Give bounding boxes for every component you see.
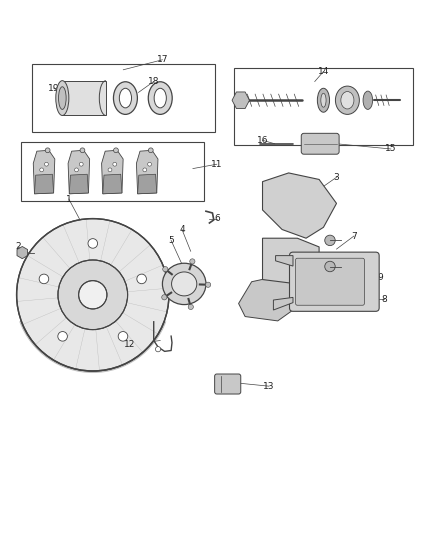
FancyBboxPatch shape [290,252,379,311]
Polygon shape [69,174,88,194]
Polygon shape [33,150,55,194]
Text: 1: 1 [66,195,72,204]
Ellipse shape [162,263,206,304]
Bar [32,64,215,132]
Ellipse shape [154,88,166,108]
Circle shape [137,274,146,284]
Circle shape [45,163,48,166]
Circle shape [113,148,118,152]
Circle shape [190,259,195,264]
Text: 13: 13 [263,382,275,391]
Text: 19: 19 [48,84,60,93]
Text: 7: 7 [351,231,357,240]
Polygon shape [17,246,28,259]
Ellipse shape [318,88,329,112]
Text: 18: 18 [148,77,159,86]
Polygon shape [62,80,106,116]
Polygon shape [35,174,53,194]
Ellipse shape [113,82,138,115]
Ellipse shape [56,80,69,116]
Circle shape [162,266,168,272]
FancyBboxPatch shape [301,133,339,154]
Bar [21,142,204,201]
Circle shape [80,148,85,152]
Circle shape [143,168,147,172]
Circle shape [162,295,167,300]
Circle shape [118,332,128,341]
Polygon shape [276,256,293,266]
FancyBboxPatch shape [296,258,364,305]
Ellipse shape [119,88,131,108]
Polygon shape [232,92,250,109]
Text: 14: 14 [318,67,329,76]
Circle shape [148,163,152,166]
Circle shape [74,168,78,172]
Circle shape [58,260,127,329]
Circle shape [58,332,67,341]
Text: 10: 10 [265,295,277,304]
Text: 9: 9 [377,273,383,282]
Bar [234,68,413,144]
Text: 17: 17 [157,55,168,64]
Circle shape [79,281,107,309]
Circle shape [40,168,43,172]
Ellipse shape [341,92,354,109]
Circle shape [88,239,98,248]
Ellipse shape [336,86,359,115]
Text: 5: 5 [168,236,174,245]
Text: 6: 6 [214,214,220,223]
Polygon shape [138,174,157,194]
Ellipse shape [59,87,66,109]
Circle shape [39,274,49,284]
Circle shape [188,304,194,310]
Ellipse shape [363,91,373,109]
Circle shape [325,261,335,272]
Text: 11: 11 [211,160,223,169]
Polygon shape [136,150,158,194]
Polygon shape [262,173,336,238]
Polygon shape [262,238,319,284]
Circle shape [155,346,161,352]
Text: 12: 12 [124,341,135,349]
Polygon shape [68,150,90,194]
Circle shape [205,282,211,287]
Circle shape [148,148,153,152]
Text: 3: 3 [334,173,339,182]
Polygon shape [239,275,293,321]
Circle shape [108,168,112,172]
Circle shape [79,163,83,166]
Circle shape [113,163,117,166]
Ellipse shape [321,93,326,107]
Polygon shape [103,174,122,194]
Polygon shape [102,150,123,194]
Text: 16: 16 [257,136,268,145]
Circle shape [17,219,169,371]
Circle shape [45,148,50,152]
Text: 4: 4 [179,225,185,234]
Text: 8: 8 [381,295,387,304]
Ellipse shape [148,82,172,115]
FancyBboxPatch shape [215,374,241,394]
Ellipse shape [172,272,197,296]
Circle shape [325,235,335,246]
Text: 2: 2 [15,243,21,252]
Text: 15: 15 [385,144,397,154]
Polygon shape [273,297,293,310]
